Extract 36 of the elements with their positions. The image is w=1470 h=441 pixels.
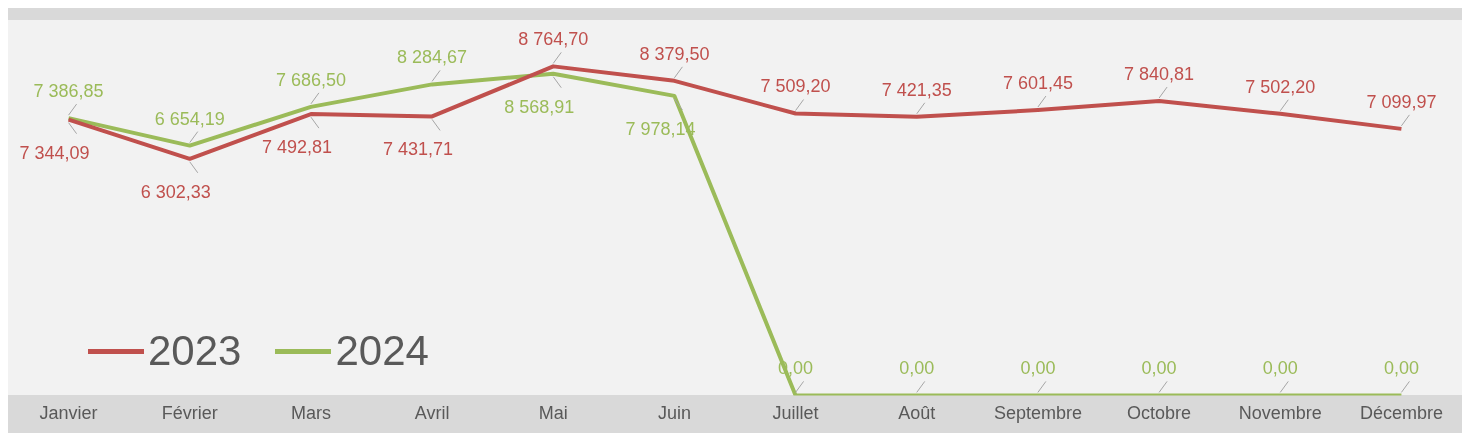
data-label: 7 431,71 [383, 139, 454, 160]
data-label: 7 840,81 [1124, 64, 1195, 85]
data-label: 6 654,19 [154, 108, 225, 129]
x-tick-label: Août [898, 403, 936, 424]
x-tick-label: Septembre [993, 403, 1082, 424]
x-tick-label: Janvier [39, 403, 98, 424]
data-label: 7 601,45 [1002, 73, 1073, 94]
data-label: 7 099,97 [1366, 91, 1437, 112]
x-tick-label: Novembre [1238, 403, 1322, 424]
data-label: 7 502,20 [1245, 76, 1316, 97]
data-label: 8 764,70 [518, 29, 589, 50]
x-tick-label: Avril [414, 403, 450, 424]
data-label: 7 686,50 [275, 69, 346, 90]
data-label: 0,00 [1141, 358, 1177, 379]
data-label: 8 568,91 [504, 96, 575, 117]
data-label: 7 509,20 [760, 76, 831, 97]
data-label: 0,00 [899, 358, 935, 379]
data-label: 8 379,50 [639, 43, 710, 64]
data-label: 0,00 [1383, 358, 1419, 379]
x-tick-label: Mai [538, 403, 568, 424]
data-label: 8 284,67 [397, 47, 468, 68]
data-label: 7 386,85 [33, 81, 104, 102]
x-tick-label: Juin [657, 403, 691, 424]
data-label: 7 492,81 [261, 137, 332, 158]
legend-label: 2023 [148, 327, 242, 375]
legend-label: 2024 [335, 327, 429, 375]
data-label: 0,00 [1262, 358, 1298, 379]
x-tick-label: Mars [290, 403, 331, 424]
x-tick-label: Février [161, 403, 218, 424]
data-label: 0,00 [1020, 358, 1056, 379]
x-tick-label: Octobre [1127, 403, 1192, 424]
x-tick-label: Décembre [1359, 403, 1443, 424]
x-tick-label: Juillet [772, 403, 819, 424]
data-label: 7 421,35 [881, 79, 952, 100]
data-label: 6 302,33 [140, 181, 211, 202]
data-label: 7 344,09 [19, 142, 90, 163]
